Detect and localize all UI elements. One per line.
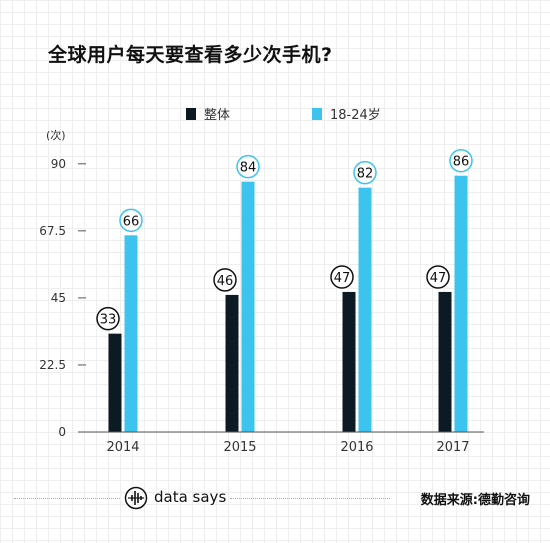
footer-divider-mid — [230, 498, 390, 499]
data-label-circle-2017-s0 — [426, 265, 450, 289]
data-label-2016-s1: 82 — [357, 167, 374, 182]
y-tick-label-2: 45 — [51, 291, 66, 305]
y-tick-label-0: 0 — [58, 425, 66, 439]
legend-swatch-0 — [186, 108, 196, 120]
x-axis: 2014 2015 2016 2017 — [78, 431, 484, 455]
footer: data says 数据来源:德勤咨询 — [0, 480, 550, 520]
data-label-2014-s0: 33 — [100, 313, 117, 328]
bar-2017-s1 — [454, 175, 468, 432]
data-label-circle-2017-s1 — [449, 148, 473, 173]
data-label-circle-2015-s1 — [236, 154, 260, 179]
bar-2016-s0 — [342, 291, 356, 432]
y-tick-label-4: 90 — [51, 157, 66, 171]
data-label-2014-s1: 66 — [123, 214, 140, 229]
bar-2015-s0 — [225, 294, 239, 432]
bar-2015-s1 — [241, 181, 255, 432]
legend: 整体 18-24岁 — [186, 108, 381, 123]
data-label-circle-2016-s1 — [353, 160, 377, 185]
legend-swatch-1 — [312, 108, 322, 120]
x-tick-label-2017: 2017 — [436, 440, 469, 455]
x-tick-label-2014: 2014 — [106, 440, 139, 455]
x-tick-label-2016: 2016 — [340, 440, 373, 455]
bars: 33 66 46 84 47 82 47 86 — [96, 148, 473, 432]
data-label-2017-s1: 86 — [453, 155, 470, 170]
y-axis-unit: (次) — [46, 128, 66, 142]
data-label-circle-2015-s0 — [213, 268, 237, 292]
legend-label-1: 18-24岁 — [330, 108, 381, 123]
data-label-circle-2016-s0 — [330, 265, 354, 289]
data-label-2015-s0: 46 — [217, 274, 234, 289]
data-label-2016-s0: 47 — [334, 271, 351, 286]
data-label-circle-2014-s0 — [96, 306, 120, 331]
bar-chart: 整体 18-24岁 (次) 0 22.5 45 67.5 90 33 66 46 84 47 82 47… — [39, 108, 484, 455]
x-tick-label-2015: 2015 — [223, 440, 256, 455]
footer-divider-left — [14, 498, 120, 499]
y-axis: (次) 0 22.5 45 67.5 90 — [39, 128, 86, 439]
waveform-circle-icon — [124, 486, 148, 510]
brand-name: data says — [154, 488, 227, 506]
data-label-2017-s0: 47 — [430, 271, 447, 286]
data-label-circle-2014-s1 — [119, 208, 143, 233]
chart-title: 全球用户每天要查看多少次手机? — [48, 44, 333, 66]
bar-2016-s1 — [358, 187, 372, 432]
bar-2014-s0 — [108, 333, 122, 432]
y-tick-label-3: 67.5 — [39, 224, 66, 238]
data-source: 数据来源:德勤咨询 — [420, 493, 530, 508]
bar-2014-s1 — [124, 235, 138, 432]
legend-label-0: 整体 — [204, 108, 230, 123]
y-tick-label-1: 22.5 — [39, 358, 66, 372]
bar-2017-s0 — [438, 291, 452, 432]
data-label-2015-s1: 84 — [240, 161, 257, 176]
